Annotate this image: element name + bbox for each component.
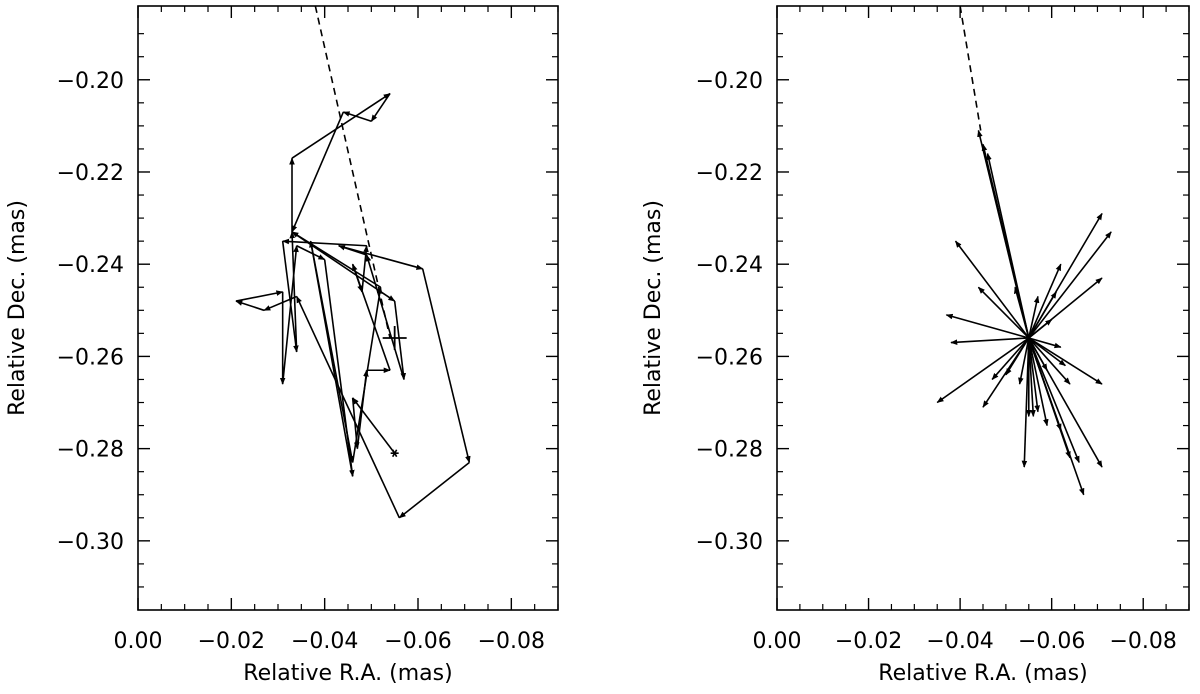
residual-arrow <box>1027 337 1049 427</box>
residual-arrow <box>1005 337 1030 376</box>
residual-arrow <box>1027 337 1036 418</box>
residual-arrow <box>1028 337 1080 464</box>
series <box>235 5 471 519</box>
residual-arrow <box>1028 337 1085 496</box>
motion-arrow <box>289 231 298 352</box>
y-tick-label: −0.28 <box>696 438 763 463</box>
y-tick-label: −0.26 <box>696 345 763 370</box>
x-tick-label: −0.04 <box>291 629 358 654</box>
y-tick-label: −0.28 <box>57 438 124 463</box>
motion-arrow <box>370 93 391 122</box>
motion-arrow <box>393 300 407 381</box>
x-tick-label: −0.06 <box>1018 629 1085 654</box>
x-tick-label: 0.00 <box>114 629 163 654</box>
y-tick-label: −0.30 <box>57 530 124 555</box>
motion-arrow <box>235 300 265 312</box>
y-tick-label: −0.30 <box>696 530 763 555</box>
motion-arrow <box>295 295 401 519</box>
y-tick-label: −0.22 <box>696 161 763 186</box>
motion-arrow <box>352 397 396 454</box>
x-tick-label: 0.00 <box>753 629 802 654</box>
residual-arrow <box>1028 337 1071 385</box>
residual-arrow <box>1028 337 1048 371</box>
axis-ticks <box>137 6 559 610</box>
motion-arrow <box>291 92 391 159</box>
y-tick-label: −0.26 <box>57 345 124 370</box>
panel-right: 0.00 −0.02 −0.04 −0.06 −0.08 −0.20 −0.22 −0.24 −… <box>641 5 1190 686</box>
residual-arrow <box>950 337 1029 346</box>
dashed-trend-line <box>314 5 391 339</box>
y-axis-label: Relative Dec. (mas) <box>5 200 30 416</box>
motion-arrow <box>235 290 284 302</box>
residual-arrow <box>936 337 1030 404</box>
plot-frame <box>137 5 559 611</box>
plot-frame <box>776 5 1190 611</box>
residual-arrow <box>1028 337 1066 367</box>
residual-arrow <box>1028 337 1103 385</box>
motion-arrow <box>342 111 372 123</box>
x-tick-label: −0.04 <box>926 629 993 654</box>
y-tick-label: −0.22 <box>57 161 124 186</box>
residual-arrow <box>1028 337 1062 349</box>
motion-arrow <box>338 244 424 270</box>
axis-ticks <box>776 6 1190 610</box>
residual-arrow <box>991 337 1030 380</box>
residual-arrow <box>1018 337 1030 385</box>
motion-arrow <box>398 461 470 519</box>
residual-arrow <box>1028 263 1062 339</box>
motion-arrow <box>281 245 299 385</box>
x-axis-label: Relative R.A. (mas) <box>878 661 1087 686</box>
motion-arrow <box>281 238 367 247</box>
residual-arrow <box>1028 231 1112 339</box>
x-tick-label: −0.08 <box>478 629 545 654</box>
y-tick-label: −0.20 <box>696 69 763 94</box>
y-tick-label: −0.20 <box>57 69 124 94</box>
series <box>936 5 1112 496</box>
residual-arrow <box>1027 295 1040 339</box>
x-tick-label: −0.02 <box>198 629 265 654</box>
residual-arrow <box>1028 318 1053 339</box>
motion-arrow <box>351 286 383 463</box>
motion-arrow <box>291 111 345 233</box>
residual-arrow <box>986 152 1030 339</box>
motion-arrow <box>309 240 355 464</box>
tick-labels: 0.00 −0.02 −0.04 −0.06 −0.08 −0.20 −0.22 −0.24 −… <box>696 69 1177 654</box>
x-tick-label: −0.08 <box>1110 629 1177 654</box>
y-tick-label: −0.24 <box>57 253 124 278</box>
dashed-trend-line <box>959 5 982 131</box>
y-axis-label: Relative Dec. (mas) <box>641 200 666 416</box>
center-plus-marker <box>382 325 407 350</box>
motion-arrow <box>291 231 382 288</box>
x-axis-label: Relative R.A. (mas) <box>243 661 452 686</box>
motion-arrow <box>421 268 471 464</box>
motion-arrow <box>365 254 405 380</box>
residual-arrow <box>977 286 1030 339</box>
motion-arrow <box>351 263 363 293</box>
panel-left: 0.00 −0.02 −0.04 −0.06 −0.08 −0.20 −0.22 −0.24 −… <box>5 5 559 686</box>
x-tick-label: −0.06 <box>384 629 451 654</box>
residual-arrow <box>945 313 1029 339</box>
tick-labels: 0.00 −0.02 −0.04 −0.06 −0.08 −0.20 −0.22 −0.24 −… <box>57 69 545 654</box>
motion-arrow <box>296 245 326 261</box>
y-tick-label: −0.24 <box>696 253 763 278</box>
start-asterisk-marker <box>390 449 399 458</box>
x-tick-label: −0.02 <box>835 629 902 654</box>
residual-arrow <box>1028 291 1057 339</box>
residual-arrow <box>954 240 1030 339</box>
residual-arrow <box>1013 286 1030 339</box>
residual-arrow <box>1027 337 1040 413</box>
motion-arrow <box>281 241 299 353</box>
